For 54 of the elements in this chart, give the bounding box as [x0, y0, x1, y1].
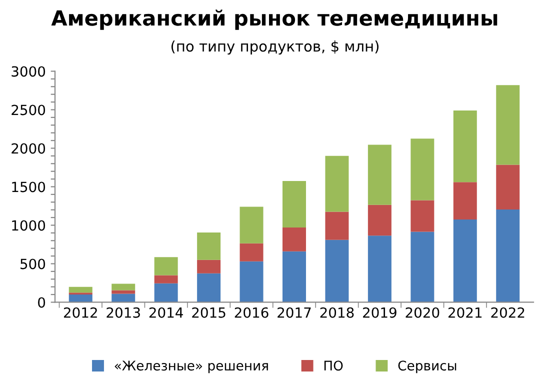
x-tick-label: 2013 [106, 307, 140, 318]
bar [197, 232, 221, 260]
bar [240, 261, 264, 302]
legend-label: ПО [324, 360, 343, 371]
bar [197, 273, 221, 302]
bar [453, 182, 477, 220]
y-tick-label: 0 [38, 297, 46, 308]
bar [112, 290, 136, 294]
bar [325, 156, 349, 212]
bar [154, 257, 178, 276]
y-tick-label: 1000 [12, 220, 46, 231]
x-tick-label: 2021 [448, 307, 482, 318]
bar [368, 204, 392, 236]
x-tick-label: 2015 [192, 307, 226, 318]
x-tick-label: 2019 [363, 307, 396, 318]
legend-label: «Железные» решения [114, 360, 268, 374]
bar [496, 209, 520, 302]
chart-subtitle: (по типу продуктов, $ млн) [171, 40, 379, 55]
bar [368, 144, 392, 205]
bar [282, 251, 306, 302]
bar [410, 138, 434, 200]
bar [197, 260, 221, 274]
bar [325, 240, 349, 302]
bar [496, 85, 520, 165]
bar [68, 294, 92, 302]
bar [154, 275, 178, 284]
bar [496, 164, 520, 210]
y-tick-label: 2000 [12, 143, 46, 154]
bar [325, 212, 349, 240]
bar [154, 283, 178, 302]
bar [112, 284, 136, 290]
x-tick-label: 2018 [320, 307, 354, 318]
y-tick-label: 3000 [12, 66, 46, 77]
bar [68, 286, 92, 293]
bar [453, 110, 477, 182]
x-tick-label: 2017 [278, 307, 311, 318]
x-tick-label: 2014 [149, 307, 183, 318]
bar [282, 228, 306, 252]
bar [453, 219, 477, 302]
x-tick-label: 2022 [491, 307, 524, 318]
y-tick-label: 2500 [12, 104, 46, 116]
bar [410, 200, 434, 232]
x-tick-label: 2020 [406, 307, 440, 318]
legend-label: Сервисы [398, 360, 456, 374]
bar [240, 206, 264, 244]
x-tick-label: 2012 [64, 307, 97, 318]
chart-title: Американский рынок телемедицины [51, 10, 498, 30]
bar [240, 243, 264, 262]
y-tick-label: 1500 [12, 182, 46, 192]
bar [410, 232, 434, 302]
bar [368, 236, 392, 302]
bar [282, 180, 306, 228]
y-tick-label: 500 [20, 258, 46, 270]
x-tick-label: 2016 [234, 307, 268, 318]
